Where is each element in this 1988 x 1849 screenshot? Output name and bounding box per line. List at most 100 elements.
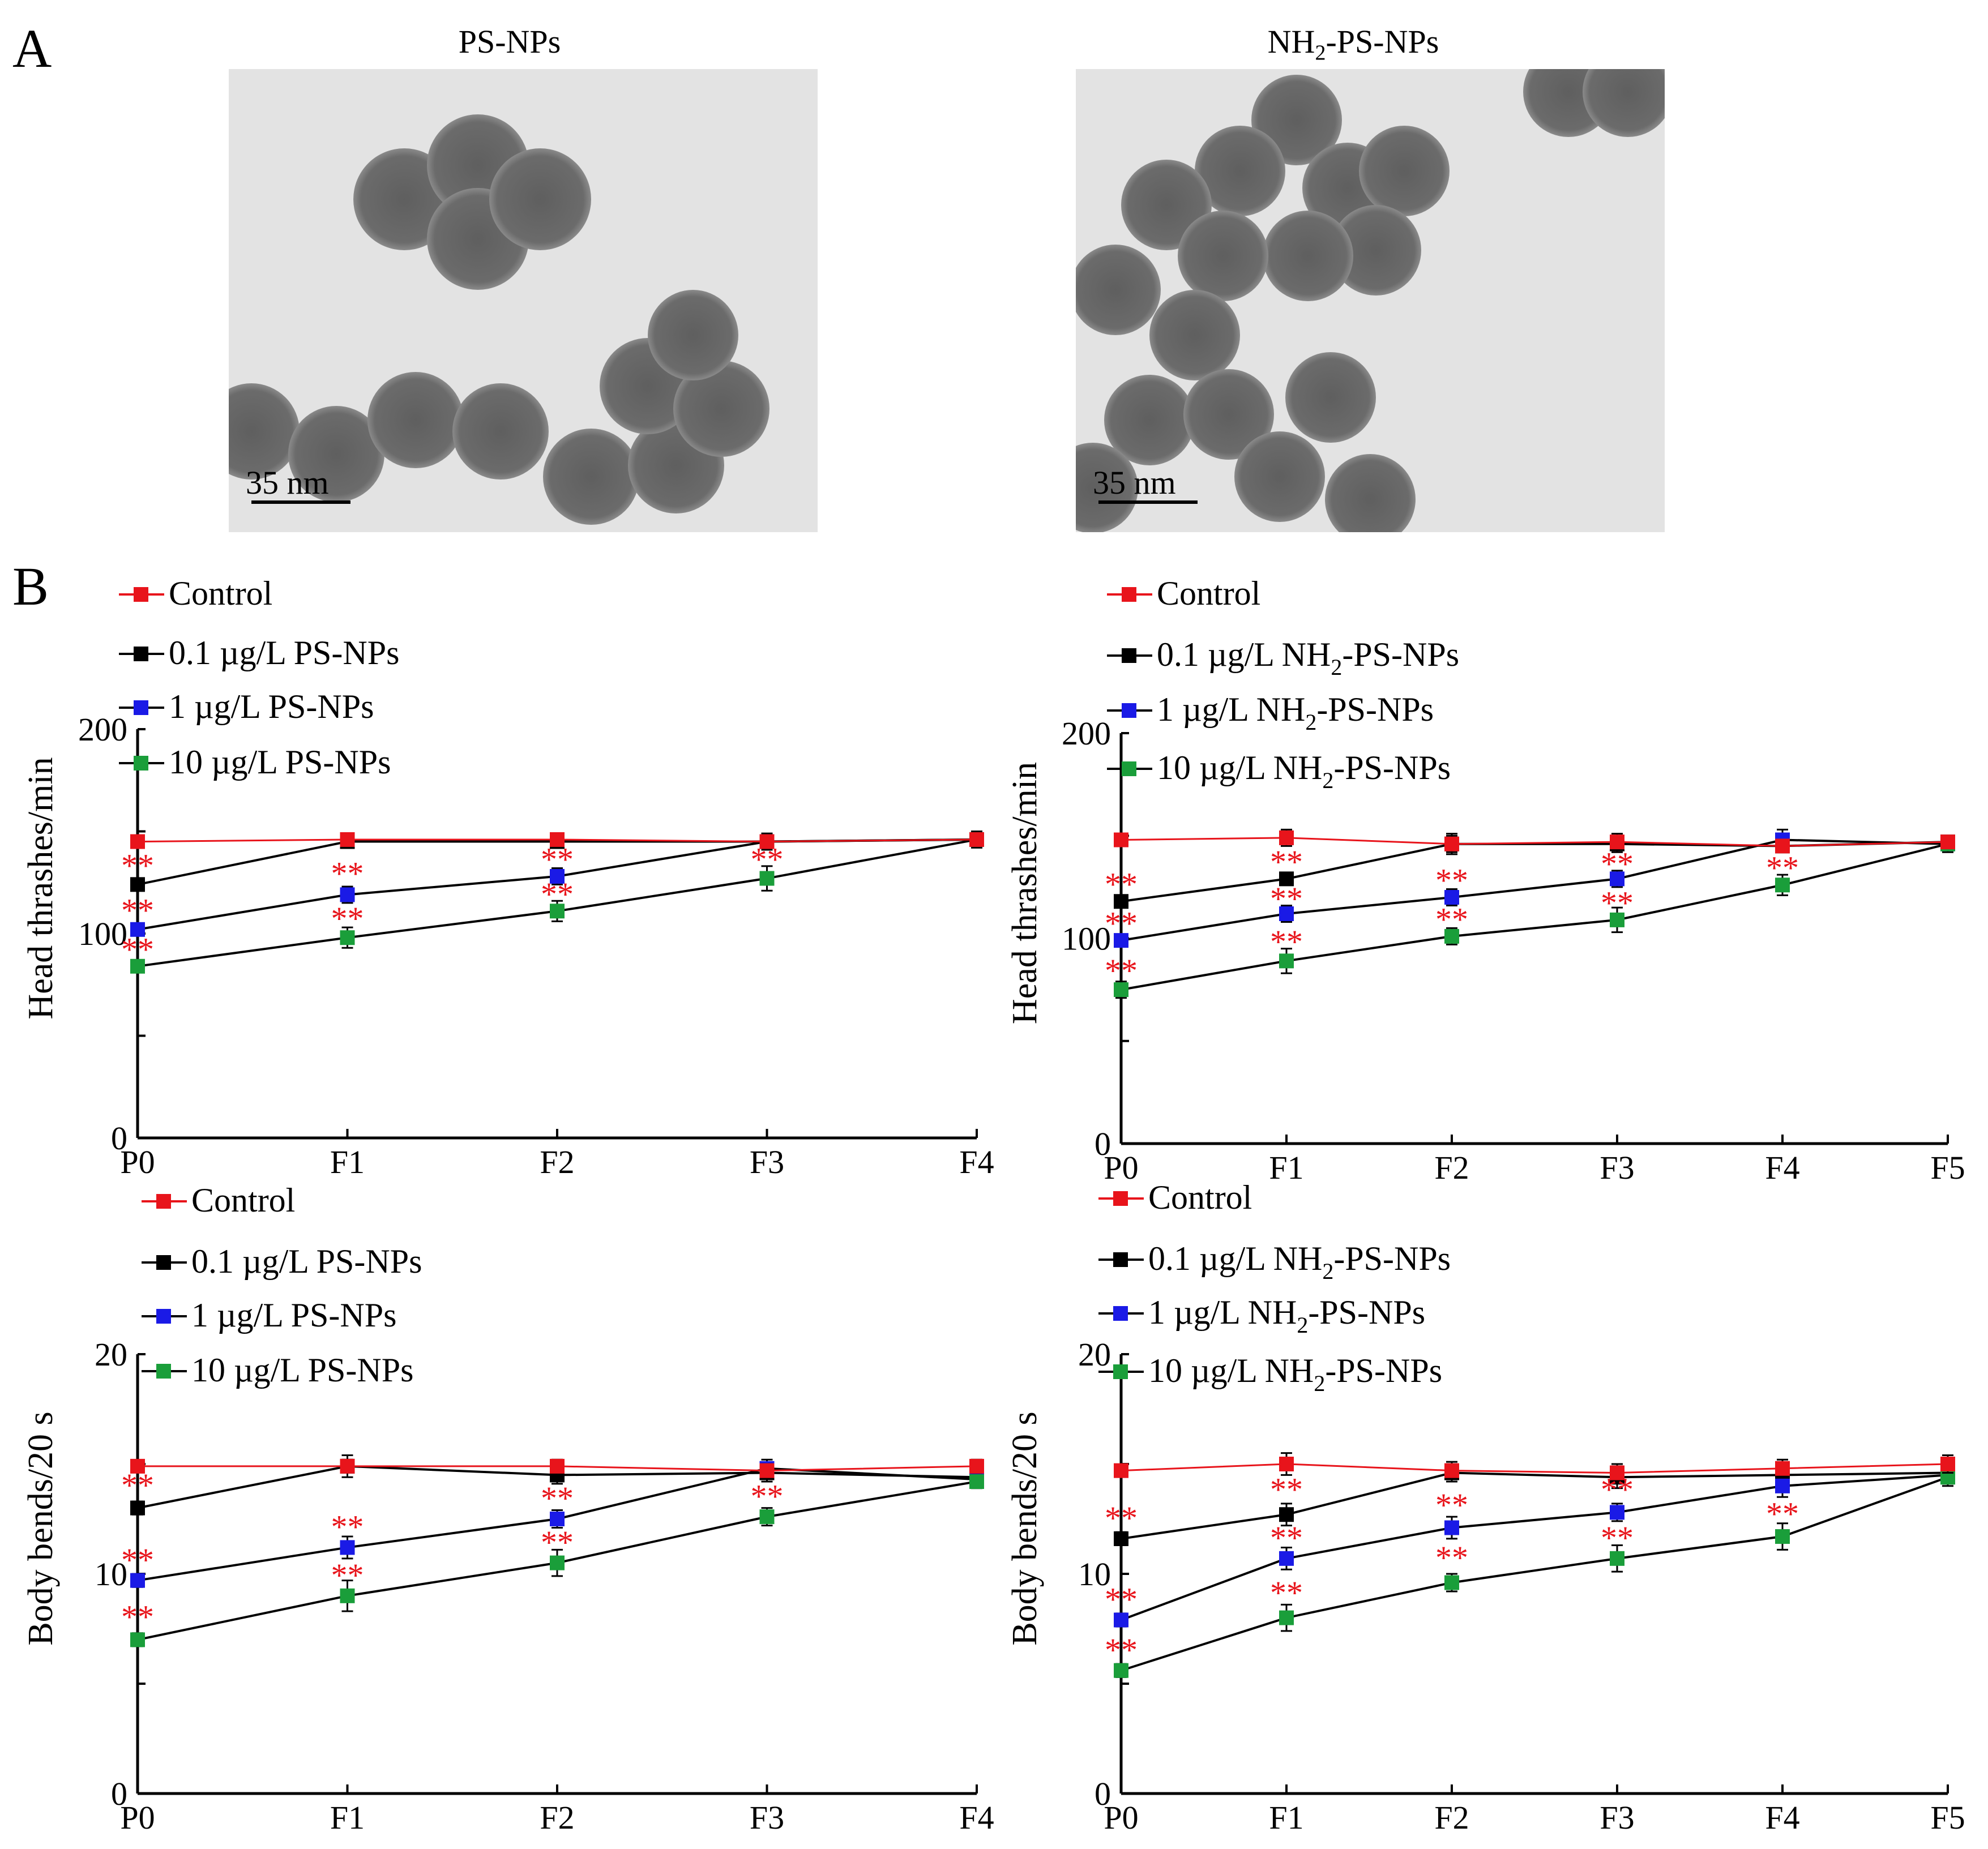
- tem-image-ps-drawing: 35 nm: [229, 69, 818, 532]
- x-tick-label: F5: [1930, 1799, 1965, 1836]
- chart-4: 0 10 20 P0 F1 F2 F3 F4 F5 Body bends/20 s ** ** ** **…: [1006, 1179, 1965, 1836]
- tem-image-nh2-drawing: 35 nm: [1076, 69, 1665, 532]
- significance-marker: **: [121, 1467, 154, 1504]
- data-point: [340, 832, 355, 847]
- data-point: [1444, 1520, 1459, 1535]
- data-point: [550, 1512, 565, 1526]
- significance-marker: **: [331, 1509, 364, 1546]
- x-tick-label: F1: [1269, 1149, 1303, 1186]
- data-point: [1940, 834, 1955, 850]
- data-point: [340, 930, 355, 945]
- significance-marker: **: [1105, 905, 1138, 942]
- legend-label-sub: 2: [1331, 654, 1342, 680]
- data-point: [1444, 836, 1459, 851]
- data-point: [130, 958, 145, 974]
- significance-marker: **: [121, 847, 154, 884]
- data-point: [550, 832, 565, 847]
- data-point: [759, 1463, 775, 1478]
- significance-marker: **: [541, 876, 574, 913]
- data-point: [130, 922, 145, 937]
- data-point: [1114, 894, 1128, 909]
- series-control: [130, 1458, 984, 1478]
- significance-marker: **: [331, 900, 364, 937]
- data-point: [759, 871, 775, 886]
- significance-marker: **: [1270, 1520, 1303, 1556]
- data-point: [1279, 871, 1294, 887]
- x-tick-label: F2: [540, 1144, 574, 1180]
- legend-marker: [134, 587, 148, 602]
- significance-marker: **: [1105, 1632, 1138, 1668]
- x-tick-label: F3: [1600, 1149, 1634, 1186]
- y-tick-label: 10: [95, 1556, 127, 1593]
- data-point: [1279, 1551, 1294, 1566]
- series-control: [1114, 1452, 1955, 1483]
- x-tick-label: F3: [1600, 1799, 1634, 1836]
- series-0-1-g-l-nh2-ps-nps: [1114, 1463, 1955, 1547]
- tem-title-nh2: NH2-PS-NPs: [1178, 23, 1529, 66]
- data-point: [1610, 834, 1624, 850]
- data-point: [130, 877, 145, 892]
- data-point: [1114, 1612, 1128, 1628]
- significance-marker: **: [1601, 1471, 1634, 1508]
- legend-marker: [1113, 1306, 1128, 1321]
- series-line: [1121, 1476, 1948, 1672]
- legend-label: Control: [191, 1182, 295, 1219]
- data-point: [1610, 871, 1624, 887]
- legend-label: 1 µg/L PS-NPs: [191, 1296, 396, 1334]
- legend-marker: [134, 700, 148, 715]
- data-point: [130, 834, 145, 849]
- legend-marker: [156, 1194, 171, 1209]
- data-point: [550, 1458, 565, 1474]
- significance-marker: **: [541, 1524, 574, 1561]
- legend-marker: [1113, 1364, 1128, 1379]
- y-tick-label: 200: [1062, 715, 1111, 752]
- significance-marker: **: [1270, 880, 1303, 917]
- series-line: [1121, 1471, 1948, 1540]
- x-tick-label: F2: [1434, 1799, 1469, 1836]
- significance-marker: **: [1601, 884, 1634, 921]
- scalebar-ps-label: 35 nm: [246, 464, 329, 501]
- significance-marker: **: [541, 841, 574, 878]
- legend-label-tail: -PS-NPs: [1308, 1294, 1425, 1331]
- x-tick-label: F3: [750, 1799, 784, 1836]
- data-point: [1610, 1505, 1624, 1520]
- legend-marker: [156, 1364, 171, 1379]
- legend-label-sub: 2: [1297, 1312, 1308, 1338]
- nanoparticle-cluster: [229, 114, 769, 525]
- tem-image-ps: 35 nm: [229, 69, 818, 532]
- significance-marker: **: [751, 1478, 784, 1514]
- series-10-g-l-ps-nps: [130, 1474, 984, 1647]
- legend-label-tail: -PS-NPs: [1333, 1240, 1451, 1277]
- legend-label: 1 µg/L NH2-PS-NPs: [1148, 1294, 1425, 1338]
- legend-marker: [1113, 1191, 1128, 1206]
- data-point: [130, 1632, 145, 1647]
- data-point: [1279, 906, 1294, 921]
- y-tick-label: 100: [1062, 921, 1111, 957]
- legend-label: 0.1 µg/L NH2-PS-NPs: [1148, 1240, 1451, 1284]
- y-tick-label: 20: [95, 1336, 127, 1373]
- significance-marker: **: [121, 1542, 154, 1578]
- significance-marker: **: [751, 841, 784, 878]
- tem-title-nh2-sub: 2: [1315, 41, 1326, 65]
- significance-marker: **: [1270, 1471, 1303, 1508]
- legend-label-sub: 2: [1322, 1259, 1333, 1284]
- y-tick-label: 10: [1078, 1556, 1111, 1593]
- data-point: [340, 1458, 355, 1474]
- y-tick-label: 0: [111, 1120, 127, 1157]
- data-point: [340, 1540, 355, 1555]
- legend-label: 0.1 µg/L PS-NPs: [191, 1243, 422, 1280]
- significance-marker: **: [1270, 923, 1303, 960]
- legend-marker: [1122, 761, 1136, 776]
- series-10-g-l-nh2-ps-nps: [1114, 1467, 1955, 1678]
- significance-marker: **: [1105, 866, 1138, 903]
- data-point: [340, 1588, 355, 1603]
- data-point: [130, 1573, 145, 1588]
- legend-marker: [1122, 703, 1136, 718]
- data-point: [1114, 982, 1128, 998]
- data-point: [1444, 1575, 1459, 1590]
- data-point: [969, 1458, 984, 1474]
- legend-marker: [1122, 587, 1136, 602]
- data-point: [130, 1458, 145, 1474]
- x-tick-label: F1: [330, 1799, 365, 1836]
